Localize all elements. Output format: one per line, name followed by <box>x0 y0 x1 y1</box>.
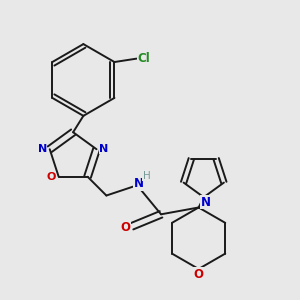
Text: N: N <box>200 196 211 209</box>
Text: N: N <box>134 177 144 190</box>
Text: Cl: Cl <box>137 52 150 65</box>
Text: N: N <box>38 143 47 154</box>
Text: H: H <box>143 171 151 181</box>
Text: O: O <box>121 221 131 235</box>
Text: O: O <box>46 172 56 182</box>
Text: O: O <box>194 268 204 281</box>
Text: N: N <box>99 143 109 154</box>
